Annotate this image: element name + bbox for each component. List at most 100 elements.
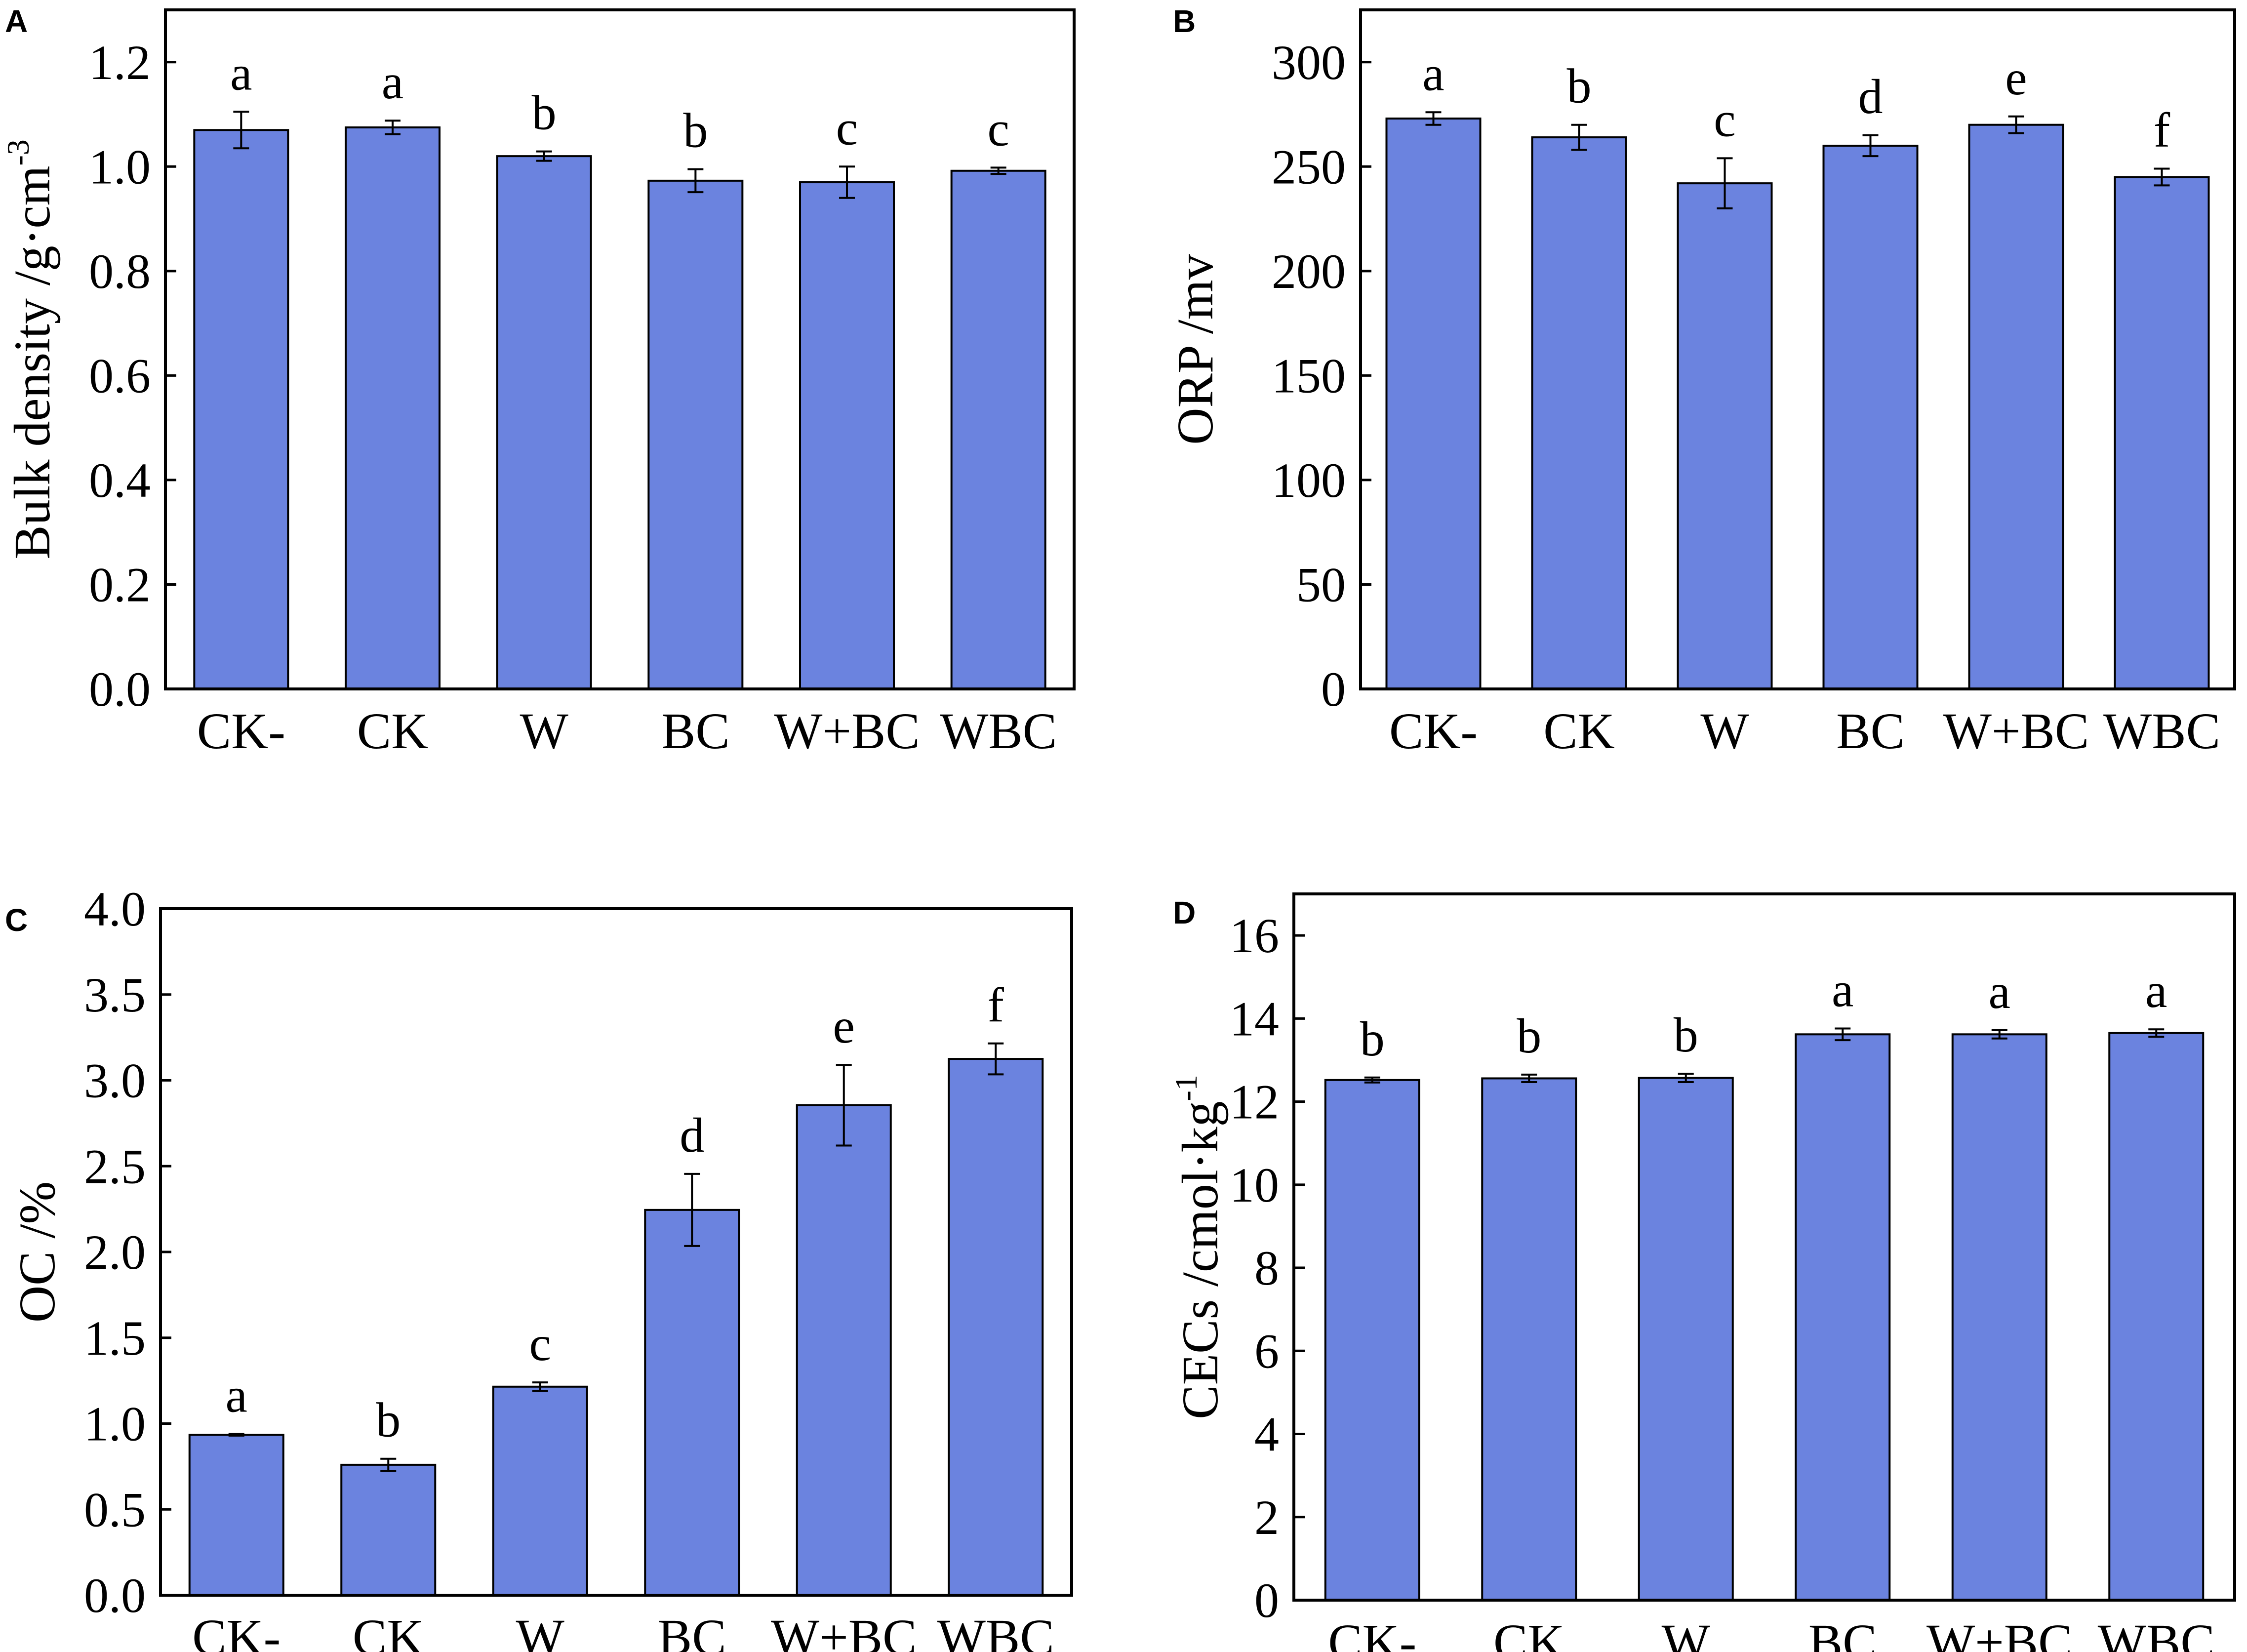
y-tick-label-c-1: 0.5 bbox=[84, 1482, 146, 1537]
significance-label-a-5: c bbox=[987, 101, 1009, 156]
category-label-c-3: BC bbox=[658, 1609, 726, 1652]
y-axis-title-b: ORP /mv bbox=[1167, 254, 1224, 444]
significance-label-a-4: c bbox=[836, 100, 858, 155]
bar-c-4 bbox=[796, 1104, 892, 1596]
y-tick-label-a-4: 0.8 bbox=[89, 244, 151, 299]
significance-label-b-4: e bbox=[2005, 50, 2027, 105]
category-label-c-2: W bbox=[516, 1609, 564, 1652]
bar-b-4 bbox=[1968, 123, 2064, 690]
significance-label-d-3: a bbox=[1832, 963, 1853, 1017]
y-tick-label-d-3: 6 bbox=[1254, 1324, 1279, 1378]
significance-label-c-1: b bbox=[376, 1393, 401, 1448]
category-label-d-4: W+BC bbox=[1926, 1614, 2073, 1652]
significance-label-d-1: b bbox=[1517, 1008, 1541, 1063]
y-axis-title-text-b: ORP /mv bbox=[1167, 254, 1224, 444]
y-tick-label-b-0: 0 bbox=[1321, 662, 1346, 717]
y-tick-label-b-2: 100 bbox=[1272, 453, 1346, 508]
category-label-b-1: CK bbox=[1543, 703, 1614, 760]
y-tick-label-a-5: 1.0 bbox=[89, 139, 151, 194]
y-tick-label-a-1: 0.2 bbox=[89, 557, 151, 612]
y-axis-title-d: CECs /cmol·kg-1 bbox=[1168, 1075, 1229, 1419]
y-tick-label-b-6: 300 bbox=[1272, 35, 1346, 90]
y-tick-label-c-6: 3.0 bbox=[84, 1053, 146, 1108]
category-label-c-4: W+BC bbox=[771, 1609, 917, 1652]
bar-a-0 bbox=[193, 129, 289, 690]
y-tick-label-d-6: 12 bbox=[1230, 1075, 1279, 1129]
bar-d-1 bbox=[1481, 1077, 1577, 1602]
bar-b-1 bbox=[1531, 136, 1627, 690]
plot-frame-a bbox=[164, 8, 1076, 690]
bar-c-1 bbox=[340, 1463, 437, 1596]
significance-label-b-2: c bbox=[1714, 92, 1735, 147]
panel-b-chart: Ba CK-b CK c Wd BC e W+BC f WBC 0 50 100 150 200 250 300… bbox=[1167, 3, 2236, 760]
y-axis-title-superscript-d: -1 bbox=[1168, 1075, 1204, 1101]
bar-d-3 bbox=[1795, 1033, 1891, 1601]
significance-label-a-0: a bbox=[230, 45, 252, 100]
y-tick-label-a-3: 0.6 bbox=[89, 348, 151, 403]
bar-c-0 bbox=[188, 1434, 284, 1596]
y-tick-label-b-1: 50 bbox=[1296, 557, 1346, 612]
y-tick-label-b-4: 200 bbox=[1272, 244, 1346, 299]
y-tick-label-b-3: 150 bbox=[1272, 348, 1346, 403]
y-axis-title-c: OC /% bbox=[9, 1181, 66, 1323]
panel-letter-a: A bbox=[5, 3, 28, 39]
panel-letter-c: C bbox=[5, 902, 28, 938]
significance-label-d-0: b bbox=[1360, 1011, 1385, 1066]
category-label-d-2: W bbox=[1662, 1614, 1710, 1652]
plot-frame-d bbox=[1292, 892, 2236, 1602]
bar-d-0 bbox=[1324, 1079, 1420, 1602]
bar-c-2 bbox=[492, 1385, 588, 1597]
bar-a-4 bbox=[799, 181, 895, 690]
y-tick-label-c-4: 2.0 bbox=[84, 1225, 146, 1280]
bar-b-3 bbox=[1822, 145, 1919, 690]
significance-label-b-1: b bbox=[1567, 59, 1592, 114]
significance-label-b-5: f bbox=[2154, 103, 2170, 158]
y-tick-label-a-0: 0.0 bbox=[89, 662, 151, 717]
panel-a-chart: Aa CK-a CK b Wb BC c W+BC c WBC 0.0 0.2 0.4 0.6 0.8 1.0… bbox=[0, 3, 1076, 760]
significance-label-c-3: d bbox=[680, 1108, 704, 1163]
y-tick-label-c-0: 0.0 bbox=[84, 1568, 146, 1623]
category-label-b-3: BC bbox=[1836, 703, 1905, 760]
category-label-c-1: CK bbox=[353, 1609, 424, 1652]
bar-a-3 bbox=[647, 179, 744, 690]
bar-d-4 bbox=[1951, 1033, 2047, 1601]
y-tick-label-a-6: 1.2 bbox=[89, 35, 151, 90]
panel-d-chart: Db CK-b CK b Wa BC a W+BC a WBC 0 2 4 6 8 10 12 14 16 CECs … bbox=[1168, 892, 2236, 1652]
category-label-c-0: CK- bbox=[192, 1609, 281, 1652]
category-label-d-0: CK- bbox=[1328, 1614, 1416, 1652]
category-label-d-1: CK bbox=[1493, 1614, 1565, 1652]
bar-a-1 bbox=[345, 126, 441, 690]
bar-b-2 bbox=[1677, 182, 1773, 690]
bar-c-3 bbox=[644, 1209, 740, 1597]
y-axis-title-superscript-a: -3 bbox=[0, 139, 36, 165]
category-label-b-5: WBC bbox=[2103, 703, 2220, 760]
significance-label-d-5: a bbox=[2145, 963, 2167, 1018]
bar-c-5 bbox=[948, 1058, 1044, 1596]
category-label-a-0: CK- bbox=[197, 703, 285, 760]
bar-a-2 bbox=[496, 155, 592, 690]
y-tick-label-a-2: 0.4 bbox=[89, 453, 151, 508]
y-tick-label-c-5: 2.5 bbox=[84, 1139, 146, 1194]
significance-label-d-4: a bbox=[1989, 964, 2010, 1019]
bar-b-0 bbox=[1385, 118, 1482, 690]
significance-label-a-3: b bbox=[683, 103, 708, 158]
y-tick-label-d-4: 8 bbox=[1254, 1241, 1279, 1295]
panel-c-chart: Ca CK-b CK c Wd BC e W+BC f WBC 0.0 0.5 1.0 1.5 2.0 2.5… bbox=[5, 882, 1073, 1652]
y-tick-label-d-0: 0 bbox=[1254, 1573, 1279, 1628]
category-label-c-5: WBC bbox=[937, 1609, 1054, 1652]
y-tick-label-d-8: 16 bbox=[1230, 908, 1279, 963]
y-axis-title-text-c: OC /% bbox=[9, 1181, 66, 1323]
y-tick-label-c-3: 1.5 bbox=[84, 1311, 146, 1366]
y-tick-label-b-5: 250 bbox=[1272, 139, 1346, 194]
category-label-d-3: BC bbox=[1808, 1614, 1877, 1652]
y-axis-title-a: Bulk density /g·cm-3 bbox=[0, 139, 61, 560]
plot-frame-b bbox=[1359, 8, 2236, 690]
significance-label-c-2: c bbox=[529, 1316, 551, 1371]
category-label-b-2: W bbox=[1700, 703, 1749, 760]
y-axis-title-text-a: Bulk density /g·cm bbox=[4, 166, 61, 560]
y-axis-title-text-d: CECs /cmol·kg bbox=[1172, 1101, 1229, 1419]
plot-frame-c bbox=[159, 907, 1073, 1597]
y-tick-label-c-2: 1.0 bbox=[84, 1397, 146, 1451]
bar-b-5 bbox=[2114, 176, 2210, 690]
